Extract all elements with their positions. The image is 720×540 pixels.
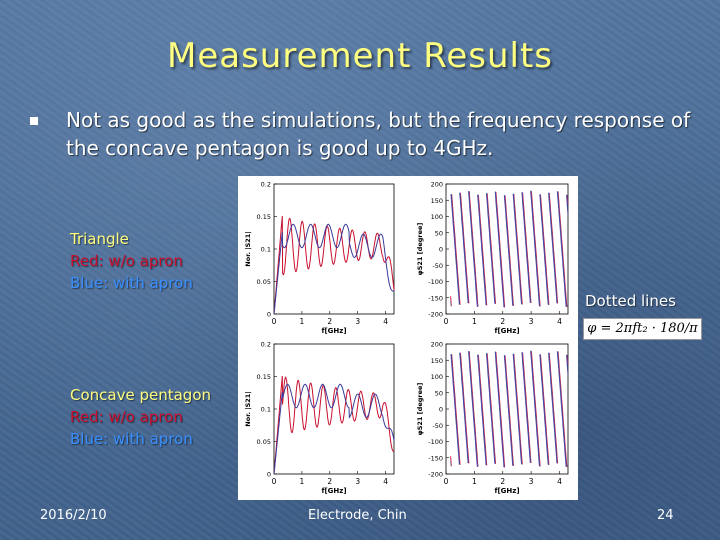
measurement-figure: 0 1 2 3 4 0 0.05 0.1 0.15 0.2 f[GHz] Nor. |S21| 0 1 2 3… — [238, 176, 578, 500]
slide-title: Measurement Results — [167, 36, 553, 76]
x-tick-label: 0 — [272, 317, 277, 326]
y-tick-label: 0.1 — [261, 246, 271, 254]
plot-frame — [273, 343, 395, 475]
y-tick-label: 0.15 — [257, 213, 271, 221]
y-tick-label: 50 — [435, 389, 443, 397]
label-pentagon-blue: Blue: with apron — [70, 430, 193, 448]
x-tick-label: 3 — [529, 317, 534, 326]
y-tick-label: 0 — [439, 246, 443, 254]
y-tick-label: 0.05 — [257, 278, 271, 286]
y-tick-label: 200 — [431, 341, 443, 349]
y-tick-label: 0 — [267, 471, 271, 479]
y-tick-label: -150 — [428, 294, 443, 302]
y-tick-label: 200 — [431, 181, 443, 189]
x-tick-label: 2 — [327, 317, 332, 326]
y-tick-label: 100 — [431, 373, 443, 381]
label-triangle: Triangle Red: w/o apron Blue: with apron — [70, 228, 193, 294]
x-tick-label: 0 — [272, 477, 277, 486]
x-tick-label: 2 — [500, 317, 505, 326]
series-blue-line — [273, 223, 395, 315]
x-axis-label: f[GHz] — [494, 487, 519, 495]
x-tick-label: 4 — [557, 317, 562, 326]
label-triangle-red: Red: w/o apron — [70, 252, 183, 270]
label-pentagon-title: Concave pentagon — [70, 386, 212, 404]
x-tick-label: 0 — [444, 317, 449, 326]
x-axis-label: f[GHz] — [494, 327, 519, 335]
bullet-square-icon — [30, 117, 38, 125]
x-tick-label: 4 — [383, 317, 388, 326]
footer-date: 2016/2/10 — [40, 508, 107, 523]
y-axis-label: φS21 [degree] — [416, 223, 424, 276]
x-tick-label: 4 — [557, 477, 562, 486]
y-axis-label: Nor. |S21| — [244, 231, 253, 266]
y-tick-label: -100 — [428, 278, 443, 286]
x-axis-label: f[GHz] — [321, 327, 346, 335]
y-tick-label: 0.2 — [261, 341, 271, 349]
y-axis-label: Nor. |S21| — [244, 391, 253, 426]
phase-formula: φ = 2πft₂ · 180/π — [583, 318, 702, 340]
y-tick-label: 0.1 — [261, 406, 271, 414]
y-axis-label: φS21 [degree] — [416, 383, 424, 436]
y-tick-label: 0.2 — [261, 181, 271, 189]
series-blue-line — [273, 383, 395, 475]
y-tick-label: 100 — [431, 213, 443, 221]
x-tick-label: 2 — [500, 477, 505, 486]
y-tick-label: 0.15 — [257, 373, 271, 381]
footer-page-number: 24 — [657, 508, 674, 523]
x-tick-label: 1 — [300, 317, 305, 326]
series-dotted-line — [450, 350, 569, 468]
bullet-text: Not as good as the simulations, but the … — [66, 108, 691, 160]
label-pentagon-red: Red: w/o apron — [70, 408, 183, 426]
label-triangle-blue: Blue: with apron — [70, 274, 193, 292]
y-tick-label: -50 — [432, 422, 443, 430]
x-tick-label: 0 — [444, 477, 449, 486]
y-tick-label: -150 — [428, 454, 443, 462]
x-tick-label: 3 — [529, 477, 534, 486]
plot-3: 0 1 2 3 4 0 0.05 0.1 0.15 0.2 f[GHz] Nor. |S21| — [244, 341, 395, 495]
plot-frame — [445, 183, 569, 315]
y-tick-label: 150 — [431, 197, 443, 205]
x-tick-label: 1 — [472, 477, 477, 486]
dotted-lines-note: Dotted lines — [585, 292, 676, 310]
x-tick-label: 3 — [355, 317, 360, 326]
y-tick-label: -200 — [428, 311, 443, 319]
plot-1: 0 1 2 3 4 0 0.05 0.1 0.15 0.2 f[GHz] Nor. |S21| — [244, 181, 395, 335]
y-tick-label: 0.05 — [257, 438, 271, 446]
y-tick-label: -200 — [428, 471, 443, 479]
footer-author: Electrode, Chin — [308, 508, 407, 523]
series-red-line — [273, 375, 395, 475]
x-tick-label: 4 — [383, 477, 388, 486]
y-tick-label: 50 — [435, 229, 443, 237]
x-axis-label: f[GHz] — [321, 487, 346, 495]
y-tick-label: 150 — [431, 357, 443, 365]
y-tick-label: 0 — [439, 406, 443, 414]
x-tick-label: 1 — [472, 317, 477, 326]
y-tick-label: -50 — [432, 262, 443, 270]
label-pentagon: Concave pentagon Red: w/o apron Blue: wi… — [70, 384, 211, 450]
series-red-line — [273, 215, 395, 315]
measurement-plots: 0 1 2 3 4 0 0.05 0.1 0.15 0.2 f[GHz] Nor. |S21| 0 1 2 3… — [244, 181, 569, 495]
plot-2: 0 1 2 3 4 -200 -150 -100 -50 0 50 100 150 200 f[GHz] φS… — [416, 181, 569, 335]
x-tick-label: 3 — [355, 477, 360, 486]
plot-4: 0 1 2 3 4 -200 -150 -100 -50 0 50 100 150 200 f[GHz] φS… — [416, 341, 569, 495]
label-triangle-title: Triangle — [70, 230, 129, 248]
y-tick-label: -100 — [428, 438, 443, 446]
x-tick-label: 1 — [300, 477, 305, 486]
series-dotted-line — [450, 190, 569, 308]
y-tick-label: 0 — [267, 311, 271, 319]
x-tick-label: 2 — [327, 477, 332, 486]
